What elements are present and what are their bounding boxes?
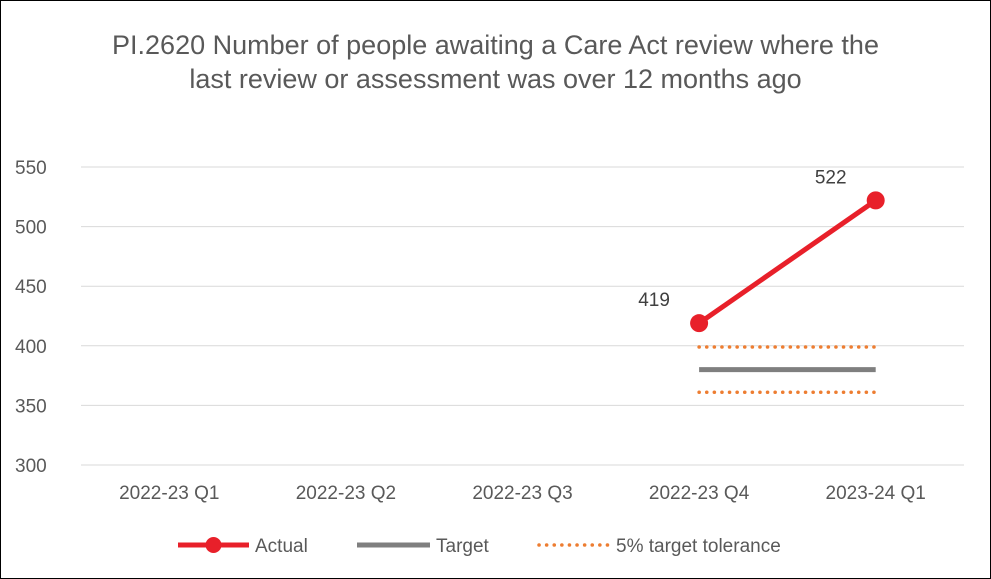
data-label: 419 <box>638 290 670 311</box>
legend-item-2: 5% target tolerance <box>537 536 781 557</box>
x-tick-label: 2022-23 Q1 <box>119 483 219 504</box>
legend: Actual Target 5% target tolerance <box>178 536 781 557</box>
x-tick-label: 2023-24 Q1 <box>826 483 926 504</box>
x-axis-tick-labels: 2022-23 Q1 2022-23 Q2 2022-23 Q3 2022-23 Q4… <box>119 483 926 504</box>
data-point-marker <box>866 191 885 210</box>
data-label: 522 <box>815 167 847 188</box>
y-tick-label: 450 <box>15 277 47 298</box>
x-tick-label: 2022-23 Q4 <box>649 483 750 504</box>
series-line-0 <box>697 198 878 326</box>
legend-item-1: Target <box>357 536 490 557</box>
legend-label: Target <box>436 536 490 557</box>
y-tick-label: 350 <box>15 396 47 417</box>
y-axis-tick-labels: 300 350 400 450 500 550 <box>15 158 47 477</box>
gridlines <box>81 166 964 466</box>
legend-marker <box>205 537 222 553</box>
chart-title: PI.2620 Number of people awaiting a Care… <box>112 30 879 94</box>
y-tick-label: 500 <box>15 218 47 239</box>
y-tick-label: 550 <box>15 158 47 179</box>
data-labels: 419 522 <box>638 167 846 311</box>
legend-label: 5% target tolerance <box>616 536 781 557</box>
y-tick-label: 400 <box>15 337 47 358</box>
x-tick-label: 2022-23 Q3 <box>472 483 572 504</box>
x-tick-label: 2022-23 Q2 <box>296 483 396 504</box>
legend-item-0: Actual <box>178 536 308 557</box>
series-layer <box>690 191 885 395</box>
y-tick-label: 300 <box>15 456 47 477</box>
data-point-marker <box>690 314 709 333</box>
legend-label: Actual <box>255 536 308 557</box>
